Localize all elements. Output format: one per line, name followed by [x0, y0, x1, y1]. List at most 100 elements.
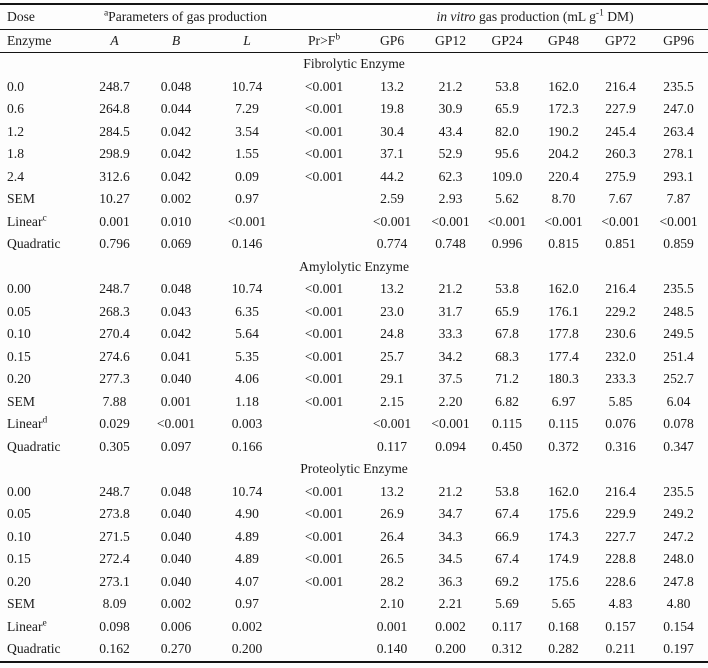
header-column-cell: GP48 — [535, 29, 593, 53]
data-cell: 0.041 — [160, 348, 192, 364]
data-cell: 10.74 — [231, 483, 263, 499]
data-cell: 5.35 — [235, 348, 259, 364]
data-cell: 34.2 — [438, 348, 463, 364]
data-cell: 263.4 — [663, 123, 694, 139]
data-cell: <0.001 — [431, 213, 470, 229]
data-cell: 0.815 — [548, 236, 579, 252]
data-cell: 235.5 — [663, 281, 694, 297]
data-cell: 2.21 — [438, 596, 463, 612]
data-cell: 216.4 — [605, 483, 636, 499]
data-cell: 8.70 — [551, 191, 576, 207]
header-column-cell: B — [144, 29, 208, 53]
data-cell: 0.200 — [231, 641, 263, 657]
data-cell: 0.044 — [160, 101, 192, 117]
data-cell: <0.001 — [659, 213, 698, 229]
data-cell: 248.5 — [663, 303, 694, 319]
header-column-cell: Enzyme — [0, 29, 85, 53]
data-cell: 0.154 — [663, 618, 694, 634]
data-cell: 270.4 — [99, 326, 130, 342]
row-label-cell: 0.05 — [7, 506, 31, 522]
data-cell: <0.001 — [304, 78, 344, 94]
data-cell: 5.69 — [495, 596, 519, 612]
data-cell: 2.15 — [380, 393, 404, 409]
row-label-cell: 2.4 — [7, 168, 24, 184]
data-cell: <0.001 — [304, 348, 344, 364]
data-cell: 227.7 — [605, 528, 636, 544]
data-cell: 249.2 — [663, 506, 694, 522]
data-cell: 0.996 — [491, 236, 523, 252]
data-cell: 23.0 — [380, 303, 404, 319]
data-cell: 0.270 — [160, 641, 192, 657]
data-cell — [286, 436, 362, 459]
data-cell: 0.166 — [231, 438, 263, 454]
data-cell: <0.001 — [304, 303, 344, 319]
data-cell: 24.8 — [380, 326, 404, 342]
data-cell: 0.042 — [160, 326, 192, 342]
data-cell: 298.9 — [99, 146, 130, 162]
data-cell: 0.029 — [99, 416, 130, 432]
data-cell: 0.001 — [99, 213, 130, 229]
data-cell: 29.1 — [380, 371, 404, 387]
data-cell: 67.4 — [495, 506, 519, 522]
data-cell: 251.4 — [663, 348, 694, 364]
data-cell: 227.9 — [605, 101, 636, 117]
data-cell: 228.6 — [605, 573, 636, 589]
data-cell: <0.001 — [304, 393, 344, 409]
data-cell: 4.89 — [235, 528, 259, 544]
row-label-cell: 0.15 — [7, 551, 31, 567]
data-cell: 37.5 — [438, 371, 463, 387]
data-cell: 26.4 — [380, 528, 404, 544]
data-cell: 249.5 — [663, 326, 694, 342]
data-cell: 0.040 — [160, 371, 192, 387]
data-cell: 0.076 — [605, 416, 636, 432]
data-cell: <0.001 — [304, 101, 344, 117]
data-cell: 230.6 — [605, 326, 636, 342]
table-row: 1.8 298.9 0.042 1.55 <0.001 37.1 52.9 95.6 204.2… — [0, 143, 708, 166]
data-cell: 0.098 — [99, 618, 130, 634]
header-column-cell: GP24 — [479, 29, 536, 53]
data-cell: 0.042 — [160, 123, 192, 139]
row-label-cell: SEM — [7, 596, 35, 612]
data-cell: 0.282 — [548, 641, 579, 657]
table-row: 0.10 271.5 0.040 4.89 <0.001 26.4 34.3 66.9 174.… — [0, 526, 708, 549]
section-title: Fibrolytic Enzyme — [303, 56, 405, 72]
data-cell — [286, 413, 362, 436]
header-group-row: Dose aParameters of gas production in vitr… — [0, 4, 708, 30]
table-row: 0.15 274.6 0.041 5.35 <0.001 25.7 34.2 68.3 177.… — [0, 346, 708, 369]
data-cell: 271.5 — [99, 528, 130, 544]
data-cell: 264.8 — [99, 101, 130, 117]
data-cell: 0.002 — [160, 191, 192, 207]
data-cell: <0.001 — [156, 416, 196, 432]
data-cell — [286, 188, 362, 211]
data-cell: 21.2 — [438, 483, 463, 499]
row-label-cell: 0.20 — [7, 371, 31, 387]
data-cell: 0.372 — [548, 438, 579, 454]
row-label-cell: 0.20 — [7, 573, 31, 589]
data-cell: 6.82 — [495, 393, 519, 409]
data-cell: <0.001 — [304, 168, 344, 184]
table-row: SEM 7.88 0.001 1.18 <0.001 2.15 2.20 6.82 6.97 5.… — [0, 391, 708, 414]
data-cell: 273.1 — [99, 573, 130, 589]
data-cell: 228.8 — [605, 551, 636, 567]
data-cell: 0.796 — [99, 236, 130, 252]
data-cell: <0.001 — [304, 551, 344, 567]
data-cell: 235.5 — [663, 483, 694, 499]
data-cell: 204.2 — [548, 146, 579, 162]
header-column-cell: GP96 — [649, 29, 708, 53]
data-cell: 7.88 — [102, 393, 127, 409]
section-title: Proteolytic Enzyme — [300, 461, 408, 477]
data-cell — [286, 593, 362, 616]
data-cell: 175.6 — [548, 573, 579, 589]
row-label-cell: Linearc — [7, 213, 47, 229]
data-cell: 34.7 — [438, 506, 463, 522]
data-cell: 19.8 — [380, 101, 404, 117]
data-cell: 0.347 — [663, 438, 694, 454]
table-row: 0.6 264.8 0.044 7.29 <0.001 19.8 30.9 65.9 172.3… — [0, 98, 708, 121]
table-row: 0.0 248.7 0.048 10.74 <0.001 13.2 21.2 53.8 162.… — [0, 76, 708, 99]
data-cell: 284.5 — [99, 123, 130, 139]
data-cell: 2.59 — [380, 191, 404, 207]
data-cell: 0.157 — [605, 618, 636, 634]
table-row: SEM 10.27 0.002 0.97 2.59 2.93 5.62 8.70 7.67 7.8… — [0, 188, 708, 211]
data-cell: 0.316 — [605, 438, 636, 454]
data-cell: 0.001 — [160, 393, 192, 409]
